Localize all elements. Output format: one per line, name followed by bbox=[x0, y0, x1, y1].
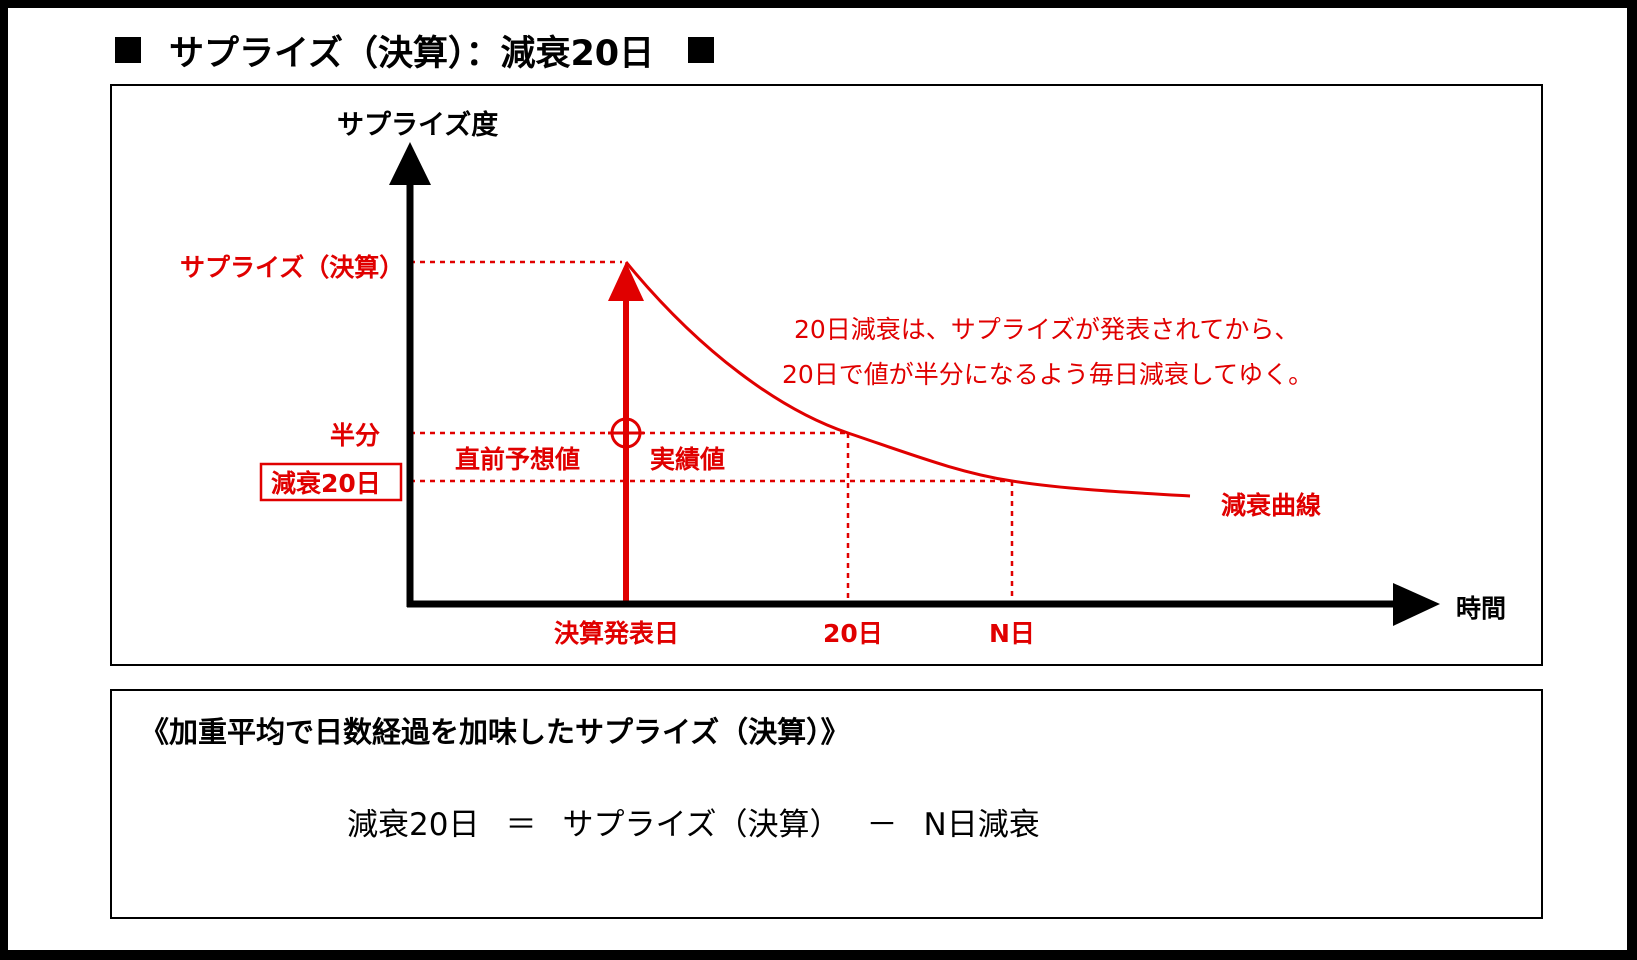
decay-curve bbox=[624, 261, 1191, 498]
y-axis-arrow-head bbox=[389, 142, 431, 185]
x-axis-arrow-head bbox=[1393, 583, 1440, 626]
formula-heading: 《加重平均で日数経過を加味したサプライズ（決算）》 bbox=[140, 715, 850, 749]
actual-value-label: 実績値 bbox=[650, 445, 725, 474]
half-label: 半分 bbox=[330, 421, 380, 450]
formula-term2: N日減衰 bbox=[923, 807, 1040, 843]
formula-term1: サプライズ（決算） bbox=[562, 807, 841, 843]
formula-panel: 《加重平均で日数経過を加味したサプライズ（決算）》 減衰20日 ＝ サプライズ（決算… bbox=[110, 689, 1543, 919]
annotation-line-1: 20日減衰は、サプライズが発表されてから、 bbox=[794, 315, 1299, 344]
decay20-label: 減衰20日 bbox=[271, 469, 381, 498]
formula-expression: 減衰20日 ＝ サプライズ（決算） － N日減衰 bbox=[347, 799, 1040, 844]
formula-lhs: 減衰20日 bbox=[347, 807, 480, 843]
x-tick-n: N日 bbox=[989, 619, 1035, 648]
x-tick-announce: 決算発表日 bbox=[554, 619, 679, 648]
formula-equals: ＝ bbox=[505, 807, 537, 843]
y-axis-label: サプライズ度 bbox=[337, 109, 498, 141]
before-forecast-label: 直前予想値 bbox=[455, 445, 580, 474]
black-square-icon bbox=[688, 37, 715, 63]
x-tick-20: 20日 bbox=[823, 619, 883, 648]
peak-label: サプライズ（決算） bbox=[180, 253, 404, 282]
page-title-text: サプライズ（決算）：減衰20日 bbox=[169, 33, 655, 74]
diagram-panel bbox=[110, 84, 1543, 666]
curve-label: 減衰曲線 bbox=[1221, 491, 1321, 520]
surprise-arrow-head bbox=[608, 262, 644, 301]
page-title: サプライズ（決算）：減衰20日 bbox=[115, 22, 715, 78]
decay20-label-box bbox=[259, 462, 403, 502]
x-axis-label: 時間 bbox=[1456, 594, 1506, 623]
annotation-line-2: 20日で値が半分になるよう毎日減衰してゆく。 bbox=[782, 360, 1313, 389]
formula-minus: － bbox=[866, 807, 898, 843]
black-square-icon bbox=[115, 37, 141, 63]
